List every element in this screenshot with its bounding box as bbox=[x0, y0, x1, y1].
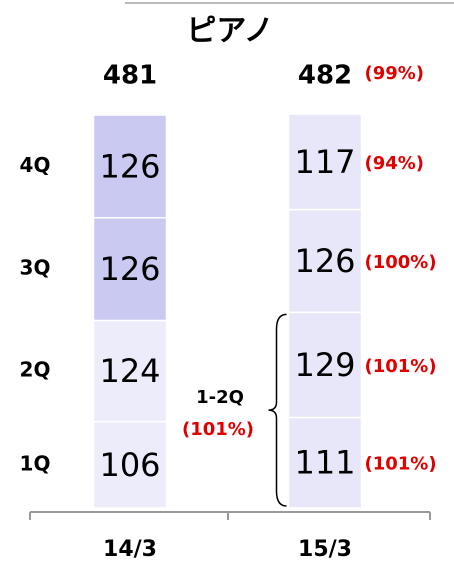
growth-label: (100%) bbox=[365, 252, 437, 273]
segment-label: 126 bbox=[294, 242, 355, 280]
segment-label: 124 bbox=[99, 352, 160, 390]
growth-label: (101%) bbox=[365, 454, 437, 475]
segment-label: 126 bbox=[99, 147, 160, 185]
bracket-growth-label: (101%) bbox=[182, 419, 254, 440]
segment-label: 111 bbox=[294, 444, 355, 482]
bar-segment bbox=[92, 319, 168, 423]
chart-title: ピアノ bbox=[186, 14, 273, 49]
growth-label: (101%) bbox=[365, 356, 437, 377]
growth-label: (94%) bbox=[365, 153, 425, 174]
segment-label: 106 bbox=[99, 446, 160, 484]
total-growth-label: (99%) bbox=[365, 63, 425, 84]
bar-segment bbox=[287, 113, 363, 211]
bracket bbox=[268, 313, 287, 507]
total-label: 482 bbox=[298, 61, 352, 91]
legend-label: 4Q bbox=[20, 153, 51, 177]
legend-label: 2Q bbox=[20, 358, 51, 382]
legend-label: 3Q bbox=[20, 256, 51, 280]
bar-segment bbox=[92, 420, 168, 509]
x-tick-label: 14/3 bbox=[103, 537, 157, 562]
bar-segment bbox=[92, 114, 168, 219]
legend-label: 1Q bbox=[20, 451, 51, 475]
total-label: 481 bbox=[103, 61, 157, 91]
bar-segment bbox=[287, 208, 363, 314]
segment-label: 129 bbox=[294, 346, 355, 384]
segment-label: 126 bbox=[99, 250, 160, 288]
x-tick-label: 15/3 bbox=[298, 537, 352, 562]
bracket-label: 1-2Q bbox=[196, 387, 244, 408]
segment-label: 117 bbox=[294, 143, 355, 181]
